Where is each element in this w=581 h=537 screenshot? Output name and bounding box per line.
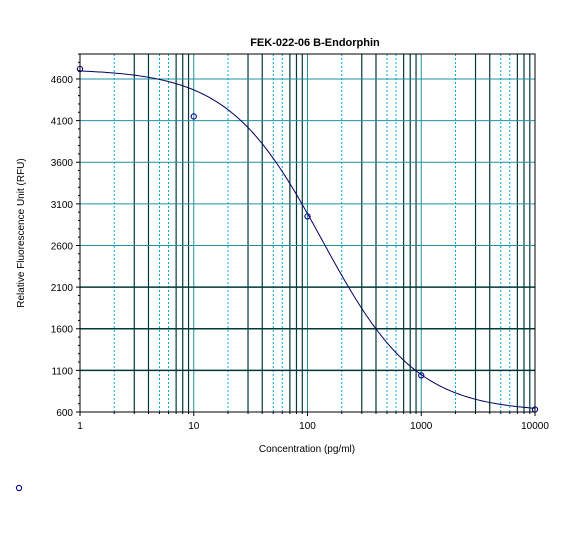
legend	[15, 484, 23, 492]
data-point	[418, 372, 425, 379]
y-axis-label: Relative Fluorescence Unit (RFU)	[16, 158, 27, 308]
y-tick-label: 1600	[51, 325, 74, 336]
data-point	[190, 113, 197, 120]
legend-marker	[15, 484, 23, 492]
x-axis-label: Concentration (pg/ml)	[259, 444, 355, 455]
y-tick-label: 4600	[51, 75, 74, 86]
x-tick-label: 100	[299, 421, 316, 432]
y-tick-label: 3100	[51, 200, 74, 211]
x-tick-label: 10000	[521, 421, 549, 432]
y-tick-label: 4100	[51, 117, 74, 128]
grid-layer	[79, 54, 536, 413]
y-tick-label: 1100	[51, 366, 73, 377]
x-tick-label: 1	[77, 421, 83, 432]
x-tick-label: 1000	[410, 421, 433, 432]
data-point	[304, 213, 311, 220]
chart-title: FEK-022-06 B-Endorphin	[250, 37, 380, 49]
x-tick-label: 10	[188, 421, 200, 432]
y-tick-label: 3600	[51, 158, 74, 169]
ticks-layer: 600 1100 1600 2100 2600 3100 3600 4100 4600 1 10 10…	[51, 53, 549, 432]
y-tick-label: 2100	[51, 283, 74, 294]
y-tick-label: 600	[56, 408, 73, 419]
y-tick-label: 2600	[51, 241, 74, 252]
